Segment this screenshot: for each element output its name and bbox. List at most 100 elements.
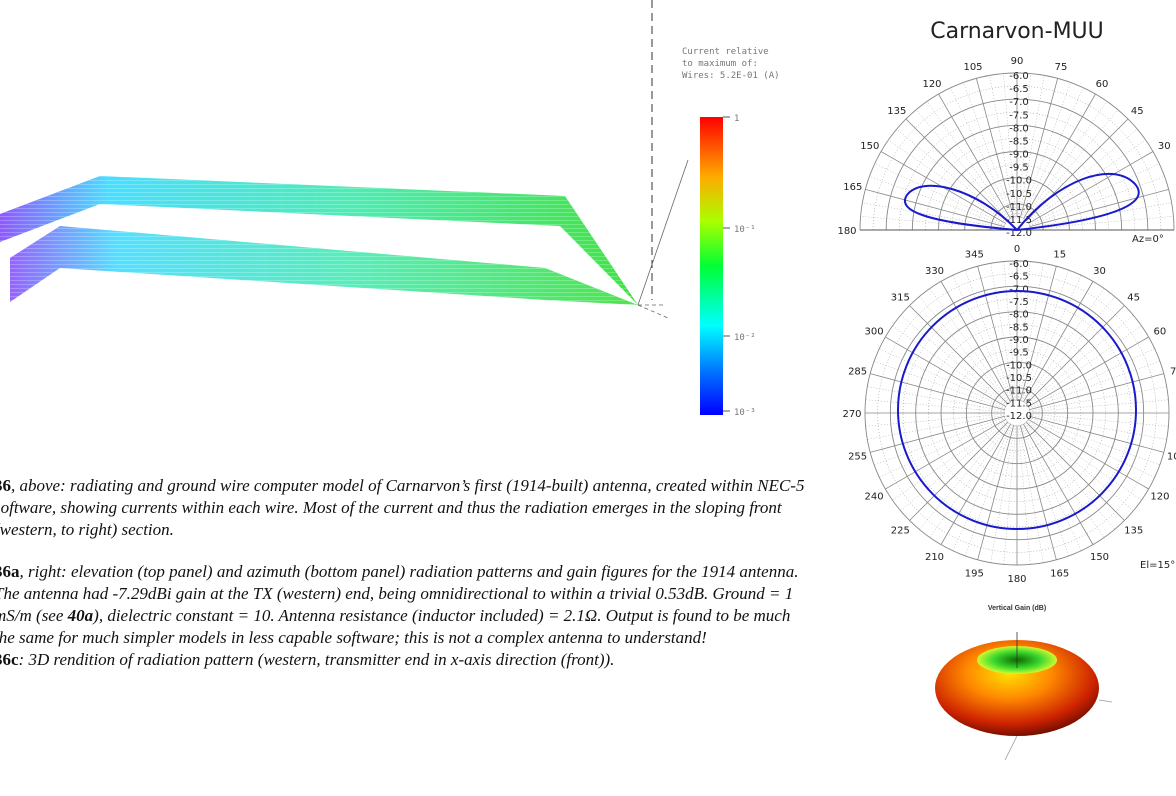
caption-text: ), dielectric constant = 10. Antenna res… <box>0 606 790 647</box>
grid-spoke <box>1004 426 1016 565</box>
grid-spoke <box>1025 423 1115 530</box>
radial-label: -10.5 <box>1006 373 1032 384</box>
angle-label: 30 <box>1093 266 1106 277</box>
angle-label: 30 <box>1158 141 1171 152</box>
angle-label: 285 <box>848 366 867 377</box>
radial-label: -9.0 <box>1009 335 1029 346</box>
grid-spoke <box>919 423 1009 530</box>
radial-label: -9.5 <box>1009 163 1029 174</box>
plot-title: Vertical Gain (dB) <box>988 605 1046 612</box>
radial-label: -6.0 <box>1009 259 1029 270</box>
angle-label: 150 <box>860 141 879 152</box>
angle-label: 330 <box>925 266 944 277</box>
grid-spoke <box>867 415 1004 439</box>
angle-label: 345 <box>965 250 984 261</box>
radial-label: -11.0 <box>1006 386 1032 397</box>
radial-label: -9.0 <box>1009 150 1029 161</box>
radial-label: -7.5 <box>1009 297 1029 308</box>
radial-label: -11.0 <box>1006 202 1032 213</box>
angle-label: 60 <box>1096 79 1109 90</box>
angle-label: 0 <box>1014 244 1020 255</box>
angle-label: 165 <box>1050 568 1069 579</box>
grid-spoke <box>1027 421 1134 511</box>
legend-title-line: Wires: 5.2E-01 (A) <box>682 71 780 81</box>
radial-label: -10.0 <box>1006 176 1032 187</box>
angle-label: 270 <box>842 409 861 420</box>
angle-label: 45 <box>1131 106 1144 117</box>
grid-spoke <box>1026 306 1125 405</box>
caption: 36a, right: elevation (top panel) and az… <box>0 561 810 649</box>
grid-spoke <box>1019 425 1043 562</box>
angle-label: 240 <box>865 492 884 503</box>
radial-label: -8.0 <box>1009 310 1029 321</box>
angle-label: 150 <box>1090 552 1109 563</box>
grid-spoke <box>1026 422 1125 521</box>
radial-label: -8.5 <box>1009 136 1029 147</box>
grid-spoke <box>1030 414 1169 426</box>
radial-label: -8.5 <box>1009 322 1029 333</box>
angle-label: 105 <box>1167 452 1176 463</box>
legend-title-line: Current relative <box>682 47 769 57</box>
angle-label: 60 <box>1154 327 1167 338</box>
grid-spoke <box>910 306 1009 405</box>
angle-label: 135 <box>887 106 906 117</box>
grid-spoke <box>901 421 1008 511</box>
angle-label: 195 <box>965 568 984 579</box>
figures: Current relative to maximum of: Wires: 5… <box>0 0 1176 796</box>
angle-label: 210 <box>925 552 944 563</box>
angle-label: 105 <box>963 62 982 73</box>
caption: 36, above: radiating and ground wire com… <box>0 475 810 541</box>
captions: 36, above: radiating and ground wire com… <box>0 475 810 671</box>
caption-text: 40a <box>68 606 94 625</box>
radial-label: -11.5 <box>1006 398 1032 409</box>
angle-label: 120 <box>1150 492 1169 503</box>
figure-title: Carnarvon-MUU <box>930 19 1104 44</box>
radial-label: -7.5 <box>1009 110 1029 121</box>
angle-label: 15 <box>1053 250 1066 261</box>
grid-spoke <box>916 110 1009 220</box>
angle-label: 120 <box>922 79 941 90</box>
caption: 36c: 3D rendition of radiation pattern (… <box>0 649 810 671</box>
grid-spoke <box>1029 387 1166 411</box>
grid-spoke <box>919 297 1009 404</box>
angle-label: 255 <box>848 452 867 463</box>
angle-label: 180 <box>1007 574 1026 585</box>
colorbar: Current relative to maximum of: Wires: 5… <box>682 47 780 415</box>
legend-title-line: to maximum of: <box>682 59 758 69</box>
angle-label: 90 <box>1011 56 1024 67</box>
angle-label: 225 <box>891 526 910 537</box>
grid-spoke <box>1029 415 1166 439</box>
grid-spoke <box>991 425 1015 562</box>
radial-label: -10.5 <box>1006 189 1032 200</box>
grid-spoke <box>867 387 1004 411</box>
grid-spoke <box>901 315 1008 405</box>
grid-spoke <box>906 119 1008 221</box>
3d-pattern: Vertical Gain (dB) <box>935 605 1112 760</box>
colorbar-label: 10⁻² <box>734 333 756 343</box>
grid-spoke <box>866 400 1005 412</box>
angle-label: 300 <box>865 327 884 338</box>
page: Current relative to maximum of: Wires: 5… <box>0 0 1176 796</box>
note: El=15° <box>1140 560 1175 571</box>
grid-spoke <box>1030 216 1173 229</box>
grid-spoke <box>1025 110 1118 220</box>
angle-label: 315 <box>891 292 910 303</box>
radial-label: -8.0 <box>1009 123 1029 134</box>
angle-label: 75 <box>1170 366 1176 377</box>
grid-spoke <box>910 422 1009 521</box>
radial-label: -7.0 <box>1009 284 1029 295</box>
angle-label: 45 <box>1127 292 1140 303</box>
radial-label: -9.5 <box>1009 348 1029 359</box>
caption-text: , above: radiating and ground wire compu… <box>0 476 804 539</box>
note: Az=0° <box>1132 234 1164 245</box>
colorbar-label: 10⁻¹ <box>734 225 756 235</box>
azimuth-pattern: 0153045607590105120135150165180195210225… <box>842 244 1176 585</box>
radial-label: -6.5 <box>1009 272 1029 283</box>
antenna-model <box>0 0 688 318</box>
grid-spoke <box>1018 426 1030 565</box>
angle-label: 135 <box>1124 526 1143 537</box>
radial-label: -10.0 <box>1006 360 1032 371</box>
caption-text: 36 <box>0 476 11 495</box>
caption-text: : 3D rendition of radiation pattern (wes… <box>19 650 615 669</box>
angle-label: 75 <box>1055 62 1068 73</box>
